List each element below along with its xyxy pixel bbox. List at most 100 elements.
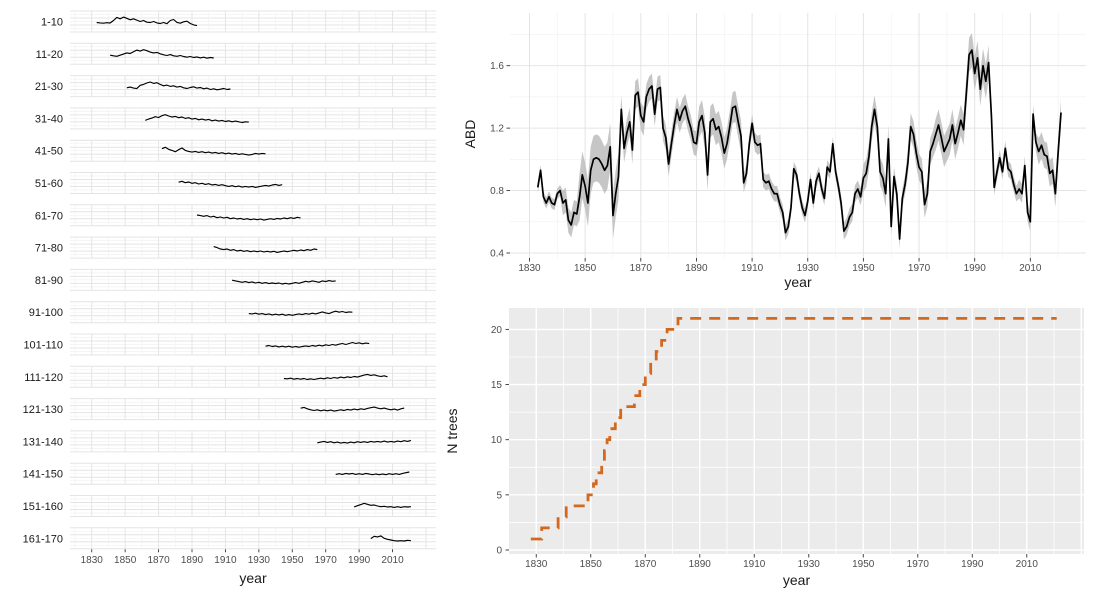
ntrees-step-line bbox=[530, 317, 1057, 541]
facet-label: 71-80 bbox=[35, 243, 63, 255]
facet-row-51-60: 51-60 bbox=[35, 172, 436, 194]
x-tick-label: 1910 bbox=[743, 559, 766, 570]
x-tick-label: 1870 bbox=[147, 555, 170, 566]
y-tick-label: 1.2 bbox=[490, 124, 504, 135]
abd-panel: 0.4 0.8 1.2 1.6 1830 1850 1870 1890 1910 1930 1950… bbox=[490, 13, 1086, 274]
facet-row-121-130: 121-130 bbox=[23, 398, 436, 421]
facet-series-161-170 bbox=[370, 535, 411, 542]
facet-series-71-80 bbox=[213, 246, 318, 253]
facet-label: 161-170 bbox=[23, 533, 63, 545]
x-tick-label: 1850 bbox=[114, 555, 137, 566]
x-tick-label: 1850 bbox=[574, 263, 597, 274]
facet-row-21-30: 21-30 bbox=[35, 75, 436, 98]
x-tick-label: 1950 bbox=[852, 559, 875, 570]
facet-series-1-10 bbox=[96, 16, 198, 27]
y-tick-label: 1.6 bbox=[490, 61, 504, 72]
facet-label: 1-10 bbox=[41, 17, 63, 29]
facet-row-151-160: 151-160 bbox=[23, 495, 436, 517]
facet-row-91-100: 91-100 bbox=[29, 301, 436, 324]
x-tick-label: 1830 bbox=[81, 555, 104, 566]
abd-line bbox=[536, 49, 1062, 240]
x-tick-label: 1950 bbox=[281, 555, 304, 566]
ntrees-x-axis-title: year bbox=[782, 572, 811, 588]
x-tick-label: 1850 bbox=[580, 559, 603, 570]
x-tick-label: 1970 bbox=[907, 559, 930, 570]
facet-series-131-140 bbox=[317, 439, 412, 444]
facet-label: 41-50 bbox=[35, 146, 63, 158]
facet-label: 61-70 bbox=[35, 210, 63, 222]
x-tick-label: 1910 bbox=[741, 263, 764, 274]
x-tick-label: 1870 bbox=[634, 559, 657, 570]
facet-series-101-110 bbox=[265, 341, 370, 348]
y-tick-label: 20 bbox=[491, 325, 503, 336]
x-tick-label: 1970 bbox=[908, 263, 931, 274]
x-tick-label: 2010 bbox=[1016, 559, 1039, 570]
facet-label: 131-140 bbox=[23, 436, 63, 448]
x-tick-label: 1930 bbox=[798, 559, 821, 570]
y-tick-label: 0 bbox=[496, 546, 502, 557]
abd-axes: 0.4 0.8 1.2 1.6 1830 1850 1870 1890 1910 1930 1950… bbox=[490, 61, 1042, 274]
facet-row-41-50: 41-50 bbox=[35, 139, 436, 162]
facet-series-11-20 bbox=[110, 49, 214, 59]
facet-label: 31-40 bbox=[35, 113, 63, 125]
facet-panel: 1-10 11-20 21-30 31-40 41-50 51-60 61-70 71-80 8… bbox=[23, 10, 436, 566]
facet-row-141-150: 141-150 bbox=[23, 462, 436, 485]
x-tick-label: 1930 bbox=[248, 555, 271, 566]
facet-series-61-70 bbox=[196, 214, 301, 221]
facet-row-111-120: 111-120 bbox=[24, 365, 436, 388]
facet-x-axis-title: year bbox=[239, 570, 267, 586]
facet-row-31-40: 31-40 bbox=[35, 107, 436, 130]
facet-series-51-60 bbox=[178, 180, 283, 188]
facet-series-31-40 bbox=[144, 114, 249, 124]
y-tick-label: 0.4 bbox=[490, 249, 504, 260]
facet-label: 151-160 bbox=[23, 501, 63, 513]
facet-row-81-90: 81-90 bbox=[35, 268, 436, 291]
facet-label: 121-130 bbox=[23, 404, 63, 416]
facet-series-111-120 bbox=[283, 373, 388, 381]
facet-row-11-20: 11-20 bbox=[36, 42, 436, 65]
facet-series-91-100 bbox=[248, 310, 353, 316]
x-tick-label: 1830 bbox=[525, 559, 548, 570]
facet-row-1-10: 1-10 bbox=[41, 10, 436, 33]
facet-label: 91-100 bbox=[29, 307, 63, 319]
facet-series-141-150 bbox=[335, 471, 410, 476]
facet-label: 21-30 bbox=[35, 81, 63, 93]
facet-series-21-30 bbox=[126, 81, 231, 91]
x-tick-label: 1990 bbox=[348, 555, 371, 566]
facet-series-41-50 bbox=[161, 146, 266, 156]
x-tick-label: 1830 bbox=[518, 263, 541, 274]
ntrees-y-axis-title: N trees bbox=[444, 408, 460, 454]
facet-series-121-130 bbox=[300, 406, 405, 412]
facet-label: 141-150 bbox=[23, 469, 63, 481]
facet-label: 11-20 bbox=[36, 49, 63, 61]
x-tick-label: 1990 bbox=[961, 559, 984, 570]
facet-series-151-160 bbox=[353, 502, 411, 508]
x-tick-label: 1950 bbox=[852, 263, 875, 274]
facet-row-61-70: 61-70 bbox=[35, 204, 436, 227]
x-tick-label: 1890 bbox=[181, 555, 204, 566]
facet-x-axis: 1830 1850 1870 1890 1910 1930 1950 1970 1990 2010 bbox=[81, 549, 404, 566]
x-tick-label: 1910 bbox=[214, 555, 237, 566]
facet-label: 81-90 bbox=[35, 275, 63, 287]
x-tick-label: 2010 bbox=[1019, 263, 1042, 274]
x-tick-label: 1970 bbox=[315, 555, 338, 566]
x-tick-label: 1890 bbox=[685, 263, 708, 274]
facet-series-81-90 bbox=[231, 279, 336, 285]
facet-row-131-140: 131-140 bbox=[23, 430, 436, 453]
y-tick-label: 10 bbox=[491, 435, 503, 446]
y-tick-label: 5 bbox=[496, 490, 502, 501]
y-tick-label: 0.8 bbox=[490, 186, 504, 197]
facet-row-101-110: 101-110 bbox=[23, 333, 436, 356]
abd-y-axis-title: ABD bbox=[462, 119, 478, 149]
facet-label: 101-110 bbox=[23, 340, 63, 352]
ntrees-panel: 0 5 10 15 20 1830 1850 1870 1890 1910 1930 1950 1970… bbox=[491, 308, 1084, 570]
ntrees-panel-bg bbox=[509, 308, 1084, 554]
facet-label: 111-120 bbox=[24, 372, 63, 384]
facet-row-161-170: 161-170 bbox=[23, 527, 436, 550]
facet-row-71-80: 71-80 bbox=[35, 236, 436, 259]
x-tick-label: 1890 bbox=[689, 559, 712, 570]
x-tick-label: 1930 bbox=[797, 263, 820, 274]
x-tick-label: 1870 bbox=[630, 263, 653, 274]
